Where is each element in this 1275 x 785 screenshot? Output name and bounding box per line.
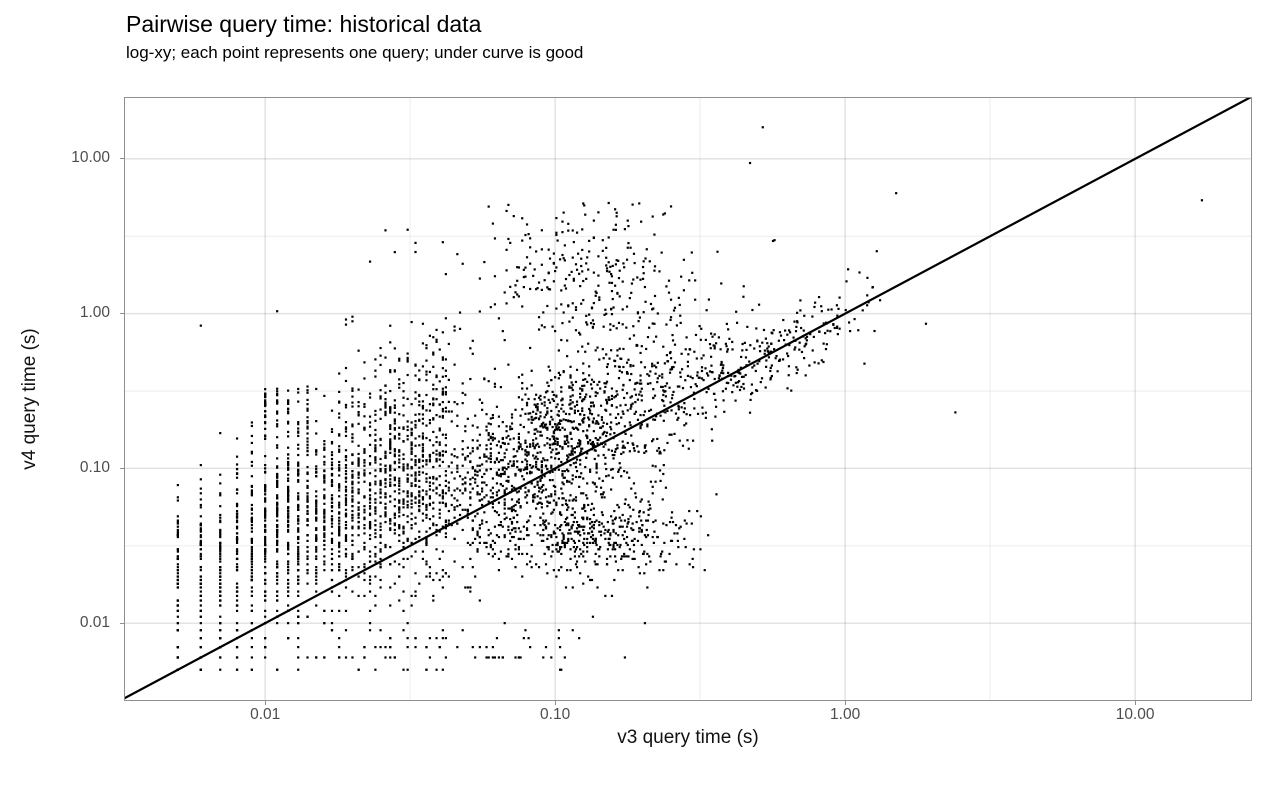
y-tick-mark [120, 622, 124, 624]
y-tick-label: 0.10 [79, 458, 110, 476]
x-tick-label: 1.00 [830, 706, 861, 723]
x-tick-mark [554, 701, 556, 705]
x-tick-mark [844, 701, 846, 705]
chart-title: Pairwise query time: historical data [126, 11, 482, 37]
x-axis-label: v3 query time (s) [617, 727, 759, 748]
y-tick-mark [120, 467, 124, 469]
y-tick-label: 0.01 [79, 613, 110, 631]
y-tick-mark [120, 313, 124, 315]
x-tick-mark [1134, 701, 1136, 705]
x-tick-label: 0.01 [250, 706, 281, 723]
x-tick-label: 10.00 [1115, 706, 1155, 723]
y-tick-label: 1.00 [79, 304, 110, 322]
scatter-plot-canvas [124, 97, 1252, 701]
y-tick-label: 10.00 [71, 149, 110, 167]
y-tick-mark [120, 158, 124, 160]
x-tick-mark [264, 701, 266, 705]
chart-subtitle: log-xy; each point represents one query;… [126, 43, 584, 62]
x-tick-label: 0.10 [540, 706, 571, 723]
y-axis-label: v4 query time (s) [19, 328, 40, 470]
